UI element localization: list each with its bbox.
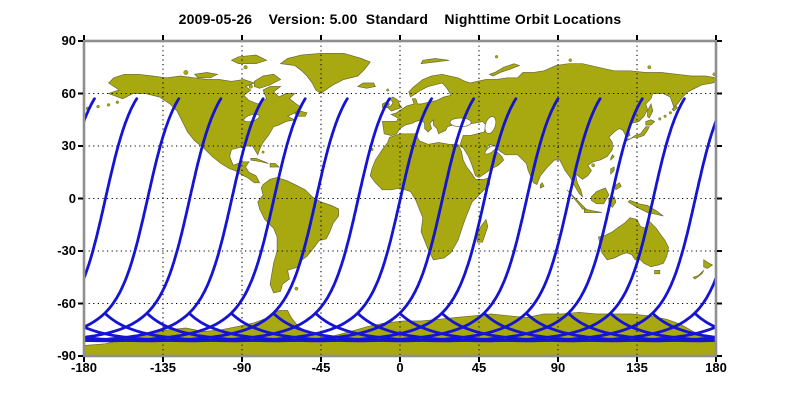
island-dot — [183, 70, 189, 75]
island-dot — [663, 114, 667, 118]
island-dot — [568, 58, 573, 62]
orbit-map — [78, 35, 722, 362]
y-axis-tick-label: -30 — [57, 243, 76, 258]
island-dot — [658, 117, 662, 121]
island-dot — [647, 65, 652, 70]
landmass-victoria-island — [193, 72, 219, 79]
landmass-honshu — [626, 126, 650, 142]
sea-caspian-sea — [484, 116, 497, 134]
landmass-baffin-island — [253, 73, 282, 89]
island-dot — [591, 163, 595, 168]
plot-title: 2009-05-26 Version: 5.00 Standard Nightt… — [178, 11, 622, 27]
landmass-australia — [597, 217, 669, 268]
landmass-mindanao — [613, 182, 622, 191]
x-axis-tick-label: -90 — [232, 360, 252, 375]
x-axis-tick-label: 45 — [471, 360, 487, 375]
landmass-north-america — [107, 73, 303, 184]
y-axis-tick-label: -60 — [57, 295, 76, 311]
landmass-luzon — [610, 166, 615, 175]
x-axis-tick-label: 0 — [396, 360, 404, 375]
landmass-sakhalin — [647, 103, 654, 119]
landmass-hokkaido — [645, 119, 656, 126]
orbit-track — [738, 99, 800, 341]
landmass-borneo — [591, 187, 610, 205]
landmass-taiwan — [610, 154, 615, 161]
x-axis-tick-label: 180 — [705, 360, 727, 375]
plot-frame — [82, 39, 718, 358]
x-axis-tick-label: -135 — [149, 360, 177, 375]
landmass-tasmania — [654, 269, 661, 275]
orbit-track — [780, 99, 800, 341]
landmass-sri-lanka — [540, 182, 545, 189]
landmass-cuba — [250, 157, 269, 164]
landmass-new-zealand-south — [692, 270, 705, 280]
landmass-greenland — [279, 52, 371, 94]
orbit-track — [315, 97, 644, 343]
orbit-track — [357, 97, 686, 343]
y-axis-tick-label: 90 — [61, 33, 76, 48]
orbit-track — [84, 97, 181, 329]
orbit-track — [652, 312, 716, 339]
orbit-track — [84, 97, 139, 282]
landmass-novaya-zemlya — [488, 63, 521, 77]
x-axis-tick-label: -180 — [70, 360, 98, 375]
y-axis-tick-label: 60 — [61, 85, 76, 101]
orbit-track — [273, 97, 602, 343]
y-axis-tick-label: -90 — [57, 348, 76, 363]
island-dot — [115, 100, 120, 104]
landmass-south-america — [257, 177, 339, 294]
orbit-track — [84, 97, 223, 339]
sea-persian-gulf — [484, 145, 497, 155]
island-dot — [668, 111, 672, 115]
landmass-new-zealand-north — [703, 259, 714, 269]
landmass-ellesmere-island — [230, 54, 268, 65]
landmass-java — [583, 208, 602, 213]
y-axis-tick-label: 30 — [61, 138, 76, 153]
orbit-track — [0, 99, 10, 341]
island-dot — [96, 104, 100, 109]
island-dot — [243, 65, 248, 70]
island-dot — [106, 103, 111, 107]
plot-area — [78, 35, 722, 362]
x-axis-tick-label: -45 — [311, 360, 331, 375]
y-axis-tick-label: 0 — [68, 190, 76, 206]
island-dot — [261, 150, 265, 154]
landmass-britain — [387, 96, 403, 112]
landmass-svalbard — [420, 58, 450, 65]
landmass-kamchatka-kuril — [671, 105, 678, 112]
landmass-iceland — [357, 82, 376, 89]
island-dot — [386, 88, 390, 92]
island-dot — [248, 84, 253, 89]
landmass-new-guinea — [627, 199, 664, 217]
x-axis-tick-label: 135 — [626, 360, 648, 375]
island-dot — [294, 286, 299, 291]
island-dot — [494, 55, 499, 59]
landmass-hispaniola — [269, 163, 280, 168]
x-axis-tick-label: 90 — [550, 360, 566, 375]
